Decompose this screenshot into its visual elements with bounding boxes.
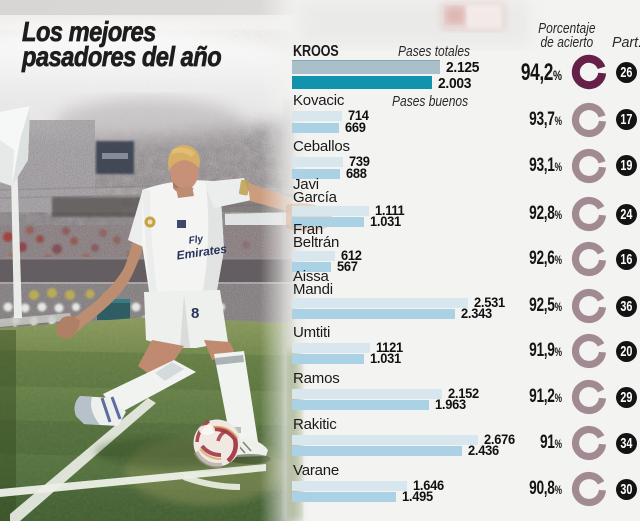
svg-text:Fly: Fly [188,234,204,247]
svg-text:8: 8 [191,305,199,322]
